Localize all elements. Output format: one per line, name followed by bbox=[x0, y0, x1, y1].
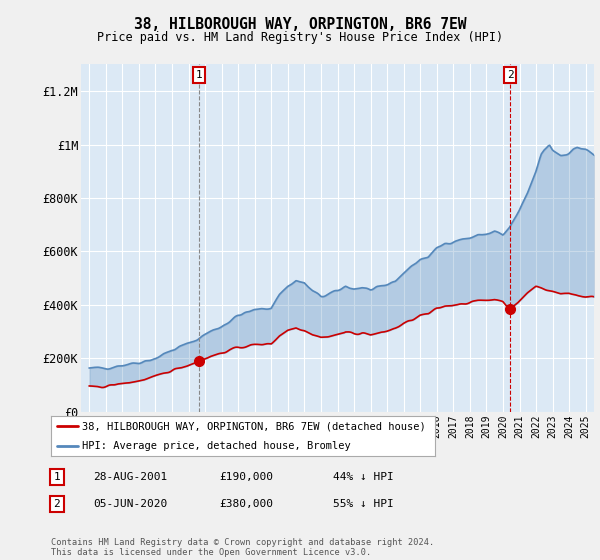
Text: 2: 2 bbox=[507, 70, 514, 80]
Text: Price paid vs. HM Land Registry's House Price Index (HPI): Price paid vs. HM Land Registry's House … bbox=[97, 31, 503, 44]
Text: 2: 2 bbox=[53, 499, 61, 509]
Text: £190,000: £190,000 bbox=[219, 472, 273, 482]
Text: 28-AUG-2001: 28-AUG-2001 bbox=[93, 472, 167, 482]
Text: HPI: Average price, detached house, Bromley: HPI: Average price, detached house, Brom… bbox=[82, 441, 350, 451]
Text: 1: 1 bbox=[196, 70, 203, 80]
Text: 1: 1 bbox=[53, 472, 61, 482]
Text: 44% ↓ HPI: 44% ↓ HPI bbox=[333, 472, 394, 482]
Text: 38, HILBOROUGH WAY, ORPINGTON, BR6 7EW (detached house): 38, HILBOROUGH WAY, ORPINGTON, BR6 7EW (… bbox=[82, 421, 425, 431]
Text: 38, HILBOROUGH WAY, ORPINGTON, BR6 7EW: 38, HILBOROUGH WAY, ORPINGTON, BR6 7EW bbox=[134, 17, 466, 31]
Text: Contains HM Land Registry data © Crown copyright and database right 2024.
This d: Contains HM Land Registry data © Crown c… bbox=[51, 538, 434, 557]
Text: 55% ↓ HPI: 55% ↓ HPI bbox=[333, 499, 394, 509]
Text: £380,000: £380,000 bbox=[219, 499, 273, 509]
Text: 05-JUN-2020: 05-JUN-2020 bbox=[93, 499, 167, 509]
